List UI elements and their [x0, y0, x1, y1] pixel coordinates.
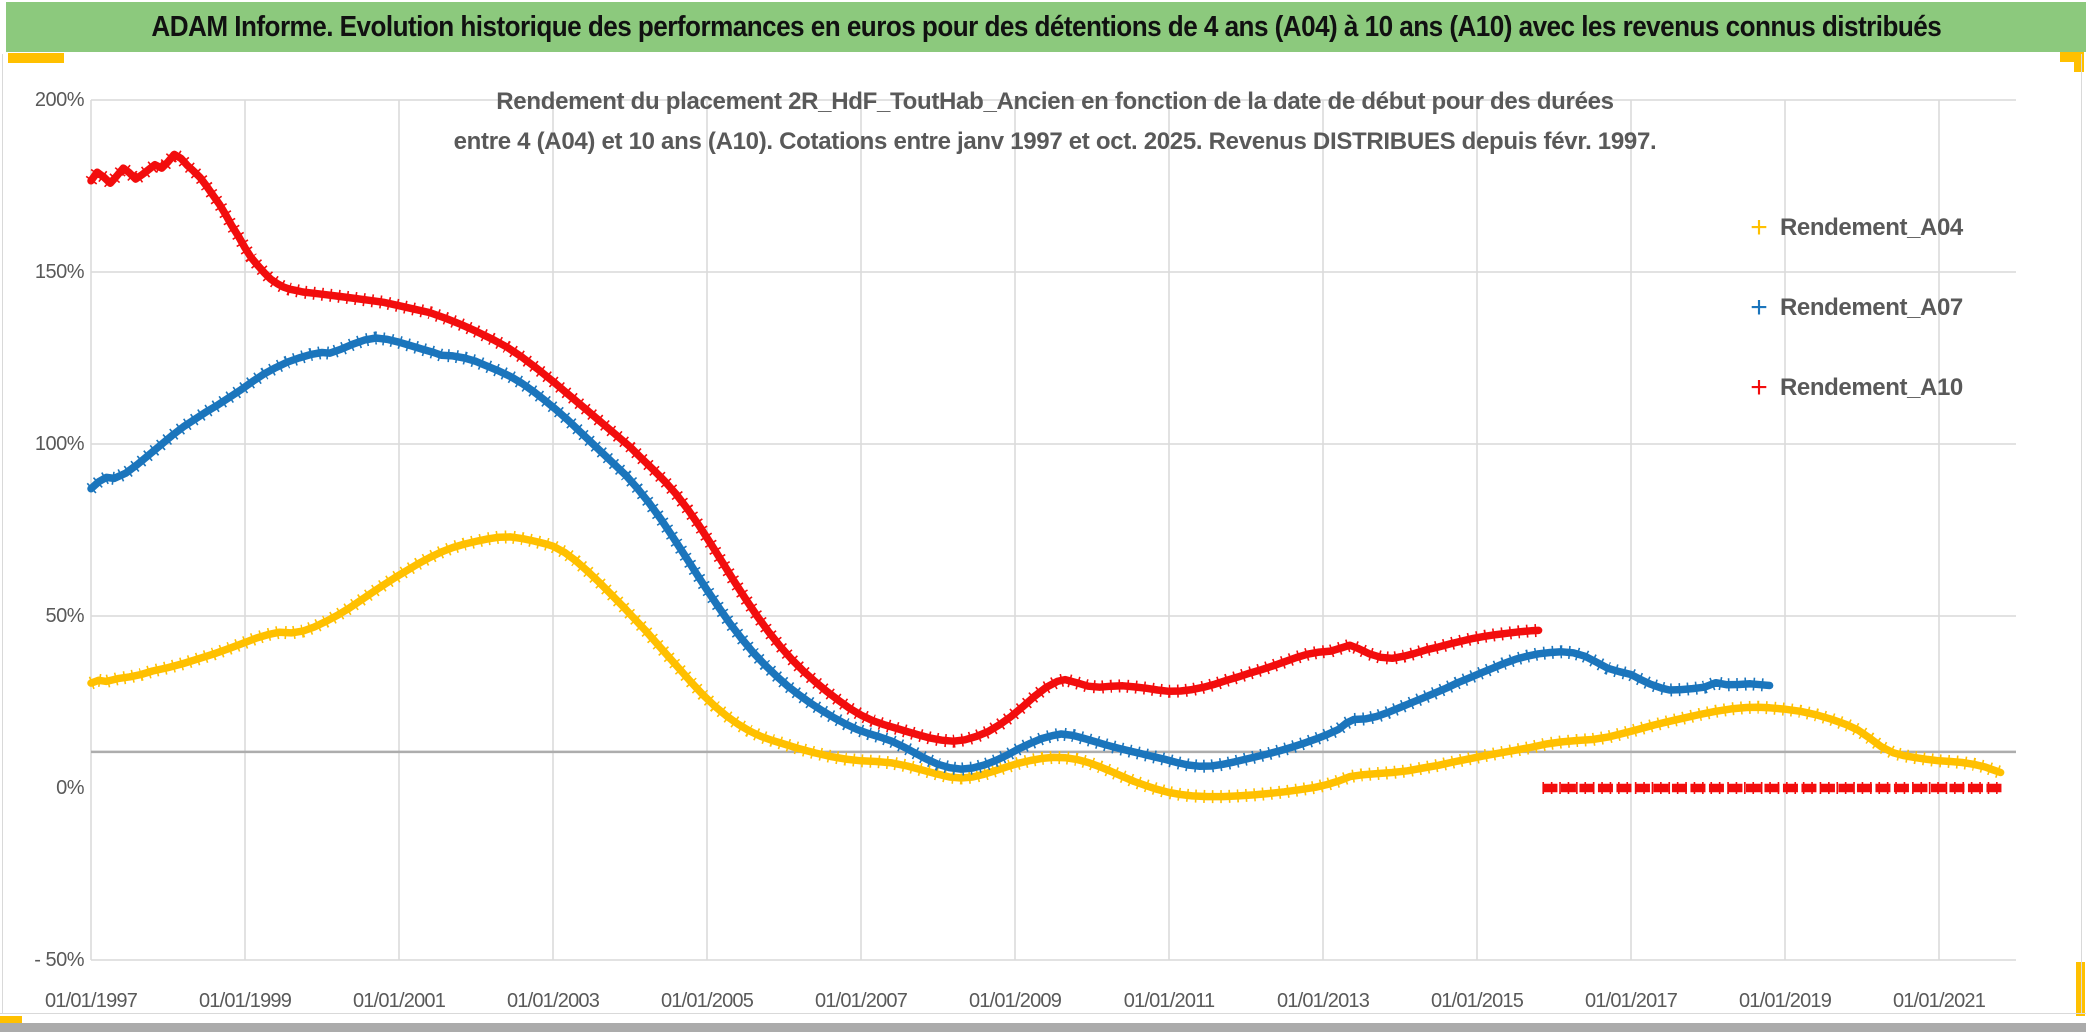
chart-title-line1: Rendement du placement 2R_HdF_ToutHab_An… — [496, 88, 1614, 115]
y-tick-label: 0% — [56, 777, 84, 799]
title-banner: ADAM Informe. Evolution historique des p… — [6, 2, 2086, 52]
x-tick-label: 01/01/2009 — [968, 990, 1062, 1012]
y-tick-label: 50% — [45, 605, 84, 627]
x-tick-label: 01/01/2003 — [506, 990, 600, 1012]
y-tick-label: 200% — [34, 89, 85, 111]
y-tick-label: 150% — [34, 261, 85, 283]
y-tick-label: 100% — [34, 433, 85, 455]
plus-marker-icon: + — [1750, 371, 1768, 404]
legend-item-Rendement_A10: + Rendement_A10 — [1742, 348, 1963, 428]
chart-title-line2: entre 4 (A04) et 10 ans (A10). Cotations… — [453, 128, 1657, 155]
bottom-gray-strip — [0, 1023, 2086, 1032]
plus-marker-icon: + — [1750, 211, 1768, 244]
border-accent-top-right — [2060, 52, 2084, 62]
x-tick-label: 01/01/2005 — [660, 990, 754, 1012]
chart-frame-bottom — [0, 1013, 2086, 1014]
legend: + Rendement_A04 + Rendement_A07 + Rendement_A… — [1742, 188, 1963, 428]
border-accent-bottom-left — [0, 1016, 22, 1025]
series-marker-texture-Rendement_A07 — [86, 331, 1771, 776]
series-line-Rendement_A10 — [87, 150, 1543, 745]
x-tick-label: 01/01/2017 — [1584, 990, 1678, 1012]
x-tick-label: 01/01/2013 — [1276, 990, 1370, 1012]
legend-item-Rendement_A04: + Rendement_A04 — [1742, 188, 1963, 268]
series-line-Rendement_A04 — [87, 533, 2005, 801]
banner-title: ADAM Informe. Evolution historique des p… — [151, 10, 1941, 43]
legend-label: Rendement_A04 — [1780, 214, 1963, 241]
x-tick-label: 01/01/2019 — [1738, 990, 1832, 1012]
x-tick-label: 01/01/2001 — [352, 990, 446, 1012]
plus-marker-icon: + — [1750, 291, 1768, 324]
legend-label: Rendement_A10 — [1780, 374, 1963, 401]
legend-item-Rendement_A07: + Rendement_A07 — [1742, 268, 1963, 348]
border-accent-top-left — [8, 53, 64, 63]
border-accent-top-right-corner — [2074, 52, 2084, 72]
x-tick-label: 01/01/2011 — [1123, 990, 1215, 1012]
x-tick-label: 01/01/1997 — [44, 990, 138, 1012]
chart-title: Rendement du placement 2R_HdF_ToutHab_An… — [400, 82, 1710, 162]
x-tick-label: 01/01/2015 — [1430, 990, 1524, 1012]
series-line-Rendement_A07 — [87, 334, 1774, 773]
legend-label: Rendement_A07 — [1780, 294, 1963, 321]
chart-frame-left — [2, 54, 3, 1013]
y-tick-label: - 50% — [34, 949, 84, 971]
x-tick-label: 01/01/2021 — [1892, 990, 1986, 1012]
x-tick-label: 01/01/2007 — [814, 990, 908, 1012]
chart-frame-right — [2081, 54, 2082, 1014]
border-accent-bottom-right — [2076, 962, 2085, 1016]
x-tick-label: 01/01/1999 — [198, 990, 292, 1012]
